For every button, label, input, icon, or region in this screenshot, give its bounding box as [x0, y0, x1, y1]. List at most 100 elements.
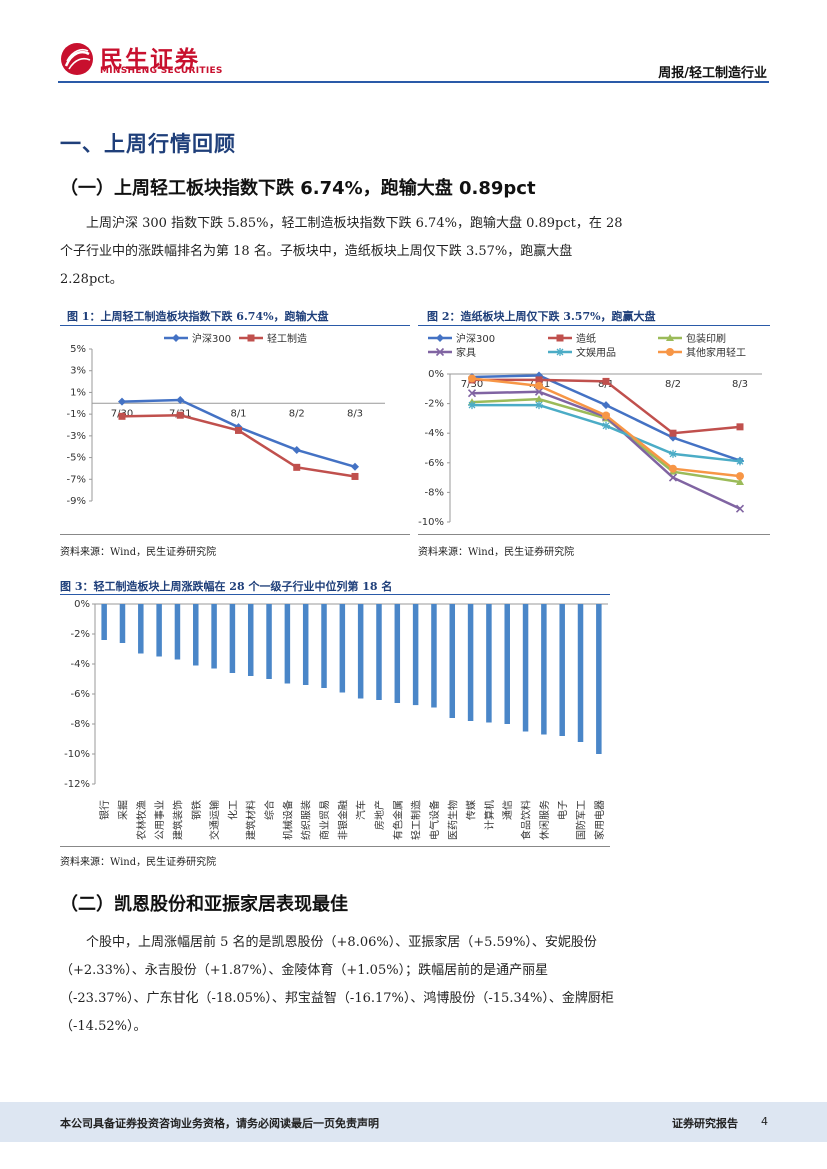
x-tick-label: 机械设备: [281, 800, 294, 840]
bar: [119, 604, 126, 643]
x-tick-label: 轻工制造: [410, 800, 423, 840]
y-tick-label: 1%: [70, 387, 86, 398]
bar: [412, 604, 419, 706]
bar: [339, 604, 346, 693]
series-5: [468, 374, 744, 481]
data-point: [176, 411, 184, 419]
data-point: [535, 395, 543, 403]
bar: [467, 604, 474, 721]
series-4: [468, 401, 744, 466]
legend-marker: [556, 334, 564, 342]
figure-1-rule: [60, 325, 410, 326]
bar: [211, 604, 217, 669]
footer-disclaimer: 本公司具备证券投资咨询业务资格，请务必阅读最后一页免责声明: [60, 1117, 379, 1130]
bar: [266, 604, 272, 679]
logo-text: 民生证券: [100, 47, 200, 73]
legend-marker: [247, 334, 255, 342]
x-tick-label: 家用电器: [593, 800, 606, 840]
data-point: [602, 421, 610, 430]
legend-label: 文娱用品: [576, 346, 616, 359]
data-point: [292, 445, 301, 454]
bar: [522, 604, 529, 732]
bar: [431, 604, 437, 708]
x-tick-label: 房地产: [373, 800, 386, 830]
x-tick-label: 汽车: [355, 800, 368, 820]
x-tick-label: 电气设备: [428, 800, 441, 840]
subsection-title-2: （二）凯恩股份和亚振家居表现最佳: [60, 894, 348, 915]
paragraph-2: 个股中，上周涨幅居前 5 名的是凯恩股份（+8.06%）、亚振家居（+5.59%…: [60, 935, 614, 1034]
x-tick-label: 8/3: [732, 379, 748, 390]
y-tick-label: 0%: [74, 599, 90, 610]
figure-3-source: 资料来源：Wind，民生证券研究院: [60, 857, 217, 868]
data-point: [736, 478, 744, 486]
data-point: [736, 472, 744, 481]
x-tick-label: 农林牧渔: [135, 800, 148, 840]
legend-label: 沪深300: [456, 332, 495, 345]
data-point: [293, 463, 301, 471]
y-tick-label: -7%: [67, 474, 86, 485]
data-point: [669, 449, 677, 458]
bar: [559, 604, 565, 736]
y-tick-label: -6%: [425, 458, 444, 469]
data-point: [351, 472, 359, 480]
x-tick-label: 食品饮料: [520, 800, 533, 840]
bar: [449, 604, 456, 718]
data-point: [468, 401, 476, 410]
x-tick-label: 钢铁: [190, 800, 203, 820]
legend-label: 包装印刷: [686, 332, 726, 345]
y-tick-label: -9%: [67, 496, 86, 507]
x-tick-label: 国防军工: [575, 800, 588, 840]
data-point: [534, 387, 544, 396]
figure-2-bottom-rule: [418, 534, 770, 535]
figure-3-title: 图 3：轻工制造板块上周涨跌幅在 28 个一级子行业中位列第 18 名: [60, 580, 393, 593]
x-tick-label: 传媒: [466, 800, 478, 820]
x-tick-label: 银行: [98, 800, 111, 820]
x-tick-label: 非银金融: [336, 800, 349, 840]
y-tick-label: -3%: [67, 431, 86, 442]
footer-bar: [0, 1102, 827, 1142]
legend-label: 家具: [456, 346, 476, 359]
paragraph-1: 上周沪深 300 指数下跌 5.85%，轻工制造板块指数下跌 6.74%，跑输大…: [60, 216, 623, 287]
logo-text-en: MINSHENG SECURITIES: [100, 66, 223, 76]
legend-marker: [556, 348, 564, 356]
data-point: [669, 429, 677, 437]
x-tick-label: 化工: [226, 800, 239, 820]
bar: [541, 604, 547, 735]
section-title: 一、上周行情回顾: [60, 132, 236, 156]
bar: [577, 604, 584, 742]
bar: [138, 604, 144, 654]
bar: [321, 604, 327, 688]
x-tick-label: 建筑材料: [245, 800, 258, 840]
x-tick-label: 建筑装饰: [171, 800, 184, 840]
legend-marker: [436, 334, 444, 342]
figure-2-rule: [418, 325, 770, 326]
bar: [156, 604, 162, 657]
legend-marker: [172, 334, 180, 342]
figure-1-bottom-rule: [60, 534, 410, 535]
data-point: [668, 473, 678, 482]
figure-2-title: 图 2：造纸板块上周仅下跌 3.57%，跑赢大盘: [427, 310, 656, 323]
data-point: [535, 381, 543, 390]
bar: [174, 604, 181, 660]
x-tick-label: 有色金属: [391, 800, 404, 840]
x-tick-label: 公用事业: [153, 800, 166, 840]
legend-label: 轻工制造: [267, 332, 307, 345]
bar: [394, 604, 401, 703]
y-tick-label: 5%: [70, 344, 86, 355]
legend-label: 其他家用轻工: [686, 346, 746, 359]
bar: [284, 604, 291, 684]
x-tick-label: 计算机: [483, 800, 496, 830]
data-point: [118, 412, 126, 420]
y-tick-label: 3%: [70, 366, 86, 377]
data-point: [235, 426, 242, 434]
chart-1: 5%3%1%-1%-3%-5%-7%-9%7/307/318/18/28/3沪深…: [67, 332, 385, 507]
y-tick-label: -2%: [425, 399, 444, 410]
x-tick-label: 8/3: [347, 408, 363, 419]
bar: [247, 604, 254, 676]
report-type: 周报/轻工制造行业: [658, 66, 767, 81]
bar: [486, 604, 492, 723]
subsection-title-1: （一）上周轻工板块指数下跌 6.74%，跑输大盘 0.89pct: [60, 178, 536, 199]
series-line: [471, 390, 741, 510]
footer-label: 证券研究报告: [672, 1117, 738, 1130]
data-point: [602, 377, 610, 385]
